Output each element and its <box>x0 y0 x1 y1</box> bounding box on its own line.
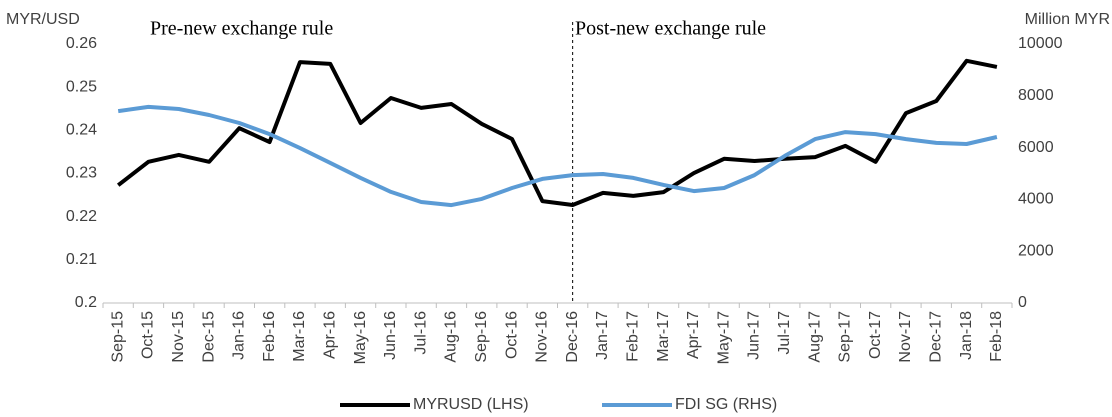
y2-tick-label: 6000 <box>1018 139 1054 156</box>
series-line <box>117 104 998 208</box>
annotation: Pre-new exchange rule <box>150 18 333 40</box>
x-tick-label: Aug-16 <box>443 311 460 363</box>
y2-tick-label: 4000 <box>1018 191 1054 208</box>
y2-tick-label: 2000 <box>1018 242 1054 259</box>
x-tick-label: Oct-15 <box>140 311 157 359</box>
y2-tick-label: 10000 <box>1018 35 1063 52</box>
y-tick-label: 0.21 <box>66 251 97 268</box>
y-tick-label: 0.24 <box>66 122 97 139</box>
x-tick-label: Jan-17 <box>594 311 611 360</box>
x-tick-label: Sep-17 <box>837 311 854 363</box>
x-tick-label: Aug-17 <box>806 311 823 363</box>
annotation: Post-new exchange rule <box>575 18 766 40</box>
x-tick-label: Dec-17 <box>927 311 944 363</box>
x-tick-label: Mar-17 <box>655 311 672 362</box>
x-tick-label: Oct-17 <box>867 311 884 359</box>
y2-axis-label: Million MYR <box>1025 11 1110 28</box>
x-tick-label: Jun-16 <box>382 311 399 360</box>
x-tick-label: Jul-17 <box>776 311 793 355</box>
x-tick-label: Jan-16 <box>231 311 248 360</box>
series-line <box>116 58 998 207</box>
x-tick-label: Dec-16 <box>564 311 581 363</box>
legend-label: MYRUSD (LHS) <box>413 396 529 413</box>
y-axis-label: MYR/USD <box>6 11 80 28</box>
x-tick-label: Apr-16 <box>321 311 338 359</box>
y2-tick-label: 0 <box>1018 294 1027 311</box>
x-tick-label: Sep-15 <box>109 311 126 363</box>
x-tick-label: Mar-16 <box>291 311 308 362</box>
x-tick-label: Jun-17 <box>746 311 763 360</box>
x-tick-label: Feb-18 <box>988 311 1005 362</box>
y-tick-label: 0.2 <box>75 294 97 311</box>
y2-tick-label: 8000 <box>1018 87 1054 104</box>
x-tick-label: Jul-16 <box>412 311 429 355</box>
y-tick-label: 0.26 <box>66 35 97 52</box>
x-tick-label: Nov-16 <box>534 311 551 363</box>
y-tick-label: 0.23 <box>66 165 97 182</box>
x-tick-label: May-16 <box>352 311 369 364</box>
x-tick-label: Jan-18 <box>958 311 975 360</box>
y-tick-label: 0.25 <box>66 78 97 95</box>
x-tick-label: Oct-16 <box>503 311 520 359</box>
x-tick-label: Feb-17 <box>624 311 641 362</box>
x-tick-label: May-17 <box>715 311 732 364</box>
y-tick-label: 0.22 <box>66 208 97 225</box>
legend-label: FDI SG (RHS) <box>675 396 777 413</box>
x-tick-label: Dec-15 <box>200 311 217 363</box>
x-tick-label: Nov-17 <box>897 311 914 363</box>
x-tick-label: Feb-16 <box>261 311 278 362</box>
x-tick-label: Apr-17 <box>685 311 702 359</box>
x-tick-label: Sep-16 <box>473 311 490 363</box>
x-tick-label: Nov-15 <box>170 311 187 363</box>
